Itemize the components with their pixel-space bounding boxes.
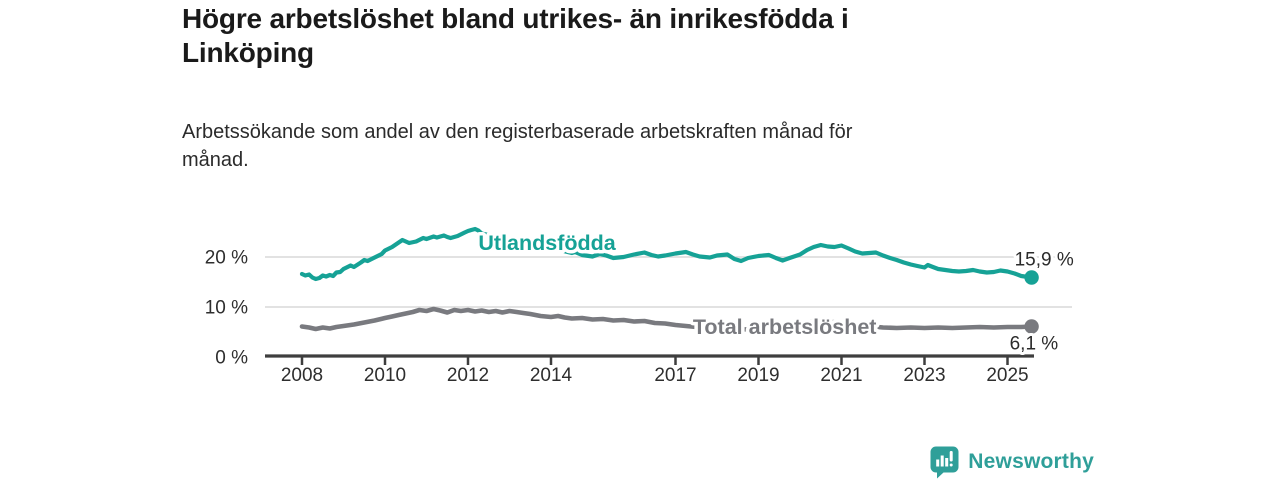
- x-tick-label: 2010: [364, 365, 406, 386]
- chart-title: Högre arbetslöshet bland utrikes- än inr…: [182, 3, 849, 68]
- brand-name: Newsworthy: [968, 450, 1094, 473]
- x-tick-label: 2019: [737, 365, 779, 386]
- series-end-dot: [1024, 319, 1039, 334]
- exclamation-dot: [949, 463, 953, 466]
- series-end-value-label: 6,1 %: [1010, 334, 1059, 355]
- chart-subtitle: Arbetssökande som andel av den registerb…: [182, 121, 853, 171]
- bar-1: [936, 459, 940, 466]
- x-tick-label: 2023: [903, 365, 945, 386]
- x-tick-label: 2025: [986, 365, 1028, 386]
- chart-speech-bubble-icon: [930, 446, 959, 478]
- series-end-value-label: 15,9 %: [1015, 250, 1074, 271]
- y-tick-label: 10 %: [205, 298, 248, 319]
- series-line-utlandsfodda: [299, 226, 1034, 282]
- bar-2: [940, 455, 944, 466]
- x-tick-label: 2012: [447, 365, 489, 386]
- x-tick-label: 2021: [820, 365, 862, 386]
- series-name-label: Utlandsfödda: [478, 231, 616, 255]
- series-name-label: Total arbetslöshet: [693, 315, 877, 339]
- bar-3: [945, 457, 949, 466]
- brand-footer: Newsworthy: [930, 446, 1094, 478]
- exclamation-bar: [949, 450, 953, 461]
- x-tick-label: 2008: [281, 365, 323, 386]
- y-tick-label: 0 %: [215, 348, 248, 369]
- series-line-total: [299, 306, 1034, 333]
- x-tick-label: 2017: [654, 365, 696, 386]
- y-tick-label: 20 %: [205, 248, 248, 269]
- x-tick-label: 2014: [530, 365, 573, 386]
- series-end-dot: [1024, 270, 1039, 285]
